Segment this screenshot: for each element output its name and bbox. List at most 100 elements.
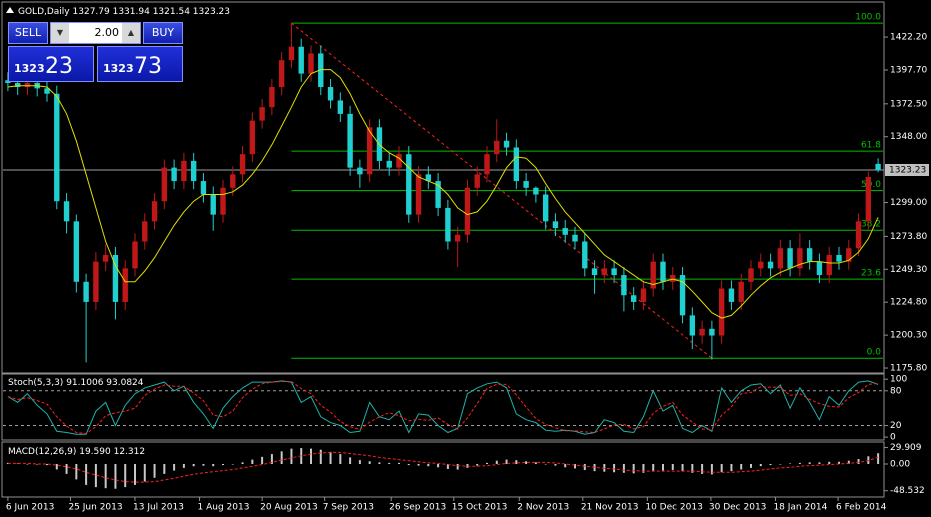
stoch-main-last: 91.1006	[66, 378, 103, 388]
candle-body	[738, 281, 744, 302]
x-tick-label: 2 Nov 2013	[517, 503, 569, 513]
x-tick-label: 10 Dec 2013	[645, 503, 703, 513]
candle-body	[865, 177, 872, 222]
macd-bar	[407, 464, 410, 466]
candle-body	[816, 261, 823, 276]
candle-body	[171, 167, 177, 182]
macd-bar	[838, 461, 840, 464]
y-tick-label: 1175.80	[890, 364, 927, 374]
macd-bar	[388, 462, 391, 464]
macd-bar	[750, 464, 752, 468]
candle-body	[308, 53, 314, 74]
macd-bar	[329, 451, 332, 464]
candle-body	[777, 248, 784, 269]
candle-body	[406, 154, 412, 215]
stoch-name: Stoch(5,3,3)	[8, 378, 63, 388]
y-tick-label: 1200.30	[890, 331, 927, 341]
macd-bar	[75, 464, 78, 480]
symbol: GOLD,Daily	[18, 7, 70, 17]
fib-label: 0.0	[867, 348, 882, 358]
macd-bar	[55, 464, 58, 470]
macd-bar	[710, 464, 713, 475]
lot-field[interactable]: ▼ 2.00 ▲	[50, 22, 141, 44]
sell-button[interactable]: SELL	[8, 22, 48, 44]
macd-header: MACD(12,26,9) 19.590 12.312	[8, 447, 145, 457]
y-tick-label: -48.532	[890, 486, 925, 496]
candle-body	[445, 207, 451, 242]
candle-body	[288, 46, 295, 61]
candle-body	[83, 281, 89, 302]
candle-body	[533, 187, 539, 195]
moving-average	[7, 69, 879, 319]
x-tick-label: 1 Aug 2013	[198, 503, 250, 513]
candle-body	[298, 46, 304, 74]
price-tag-label: 1323.23	[889, 165, 926, 175]
candle-body	[767, 261, 774, 269]
macd-bar	[280, 451, 283, 464]
candle-body	[210, 194, 216, 215]
macd-bar	[779, 464, 782, 465]
macd-bar	[222, 464, 224, 466]
macd-bar	[290, 448, 293, 464]
macd-bar	[231, 464, 234, 465]
candle-body	[630, 295, 637, 302]
stoch-header: Stoch(5,3,3) 91.1006 93.0824	[8, 378, 144, 388]
y-tick-label: 1422.20	[890, 33, 927, 43]
candle-body	[357, 167, 363, 175]
candle-body	[523, 181, 529, 188]
candle-body	[249, 120, 256, 155]
lot-up[interactable]: ▲	[122, 23, 140, 43]
candle-body	[181, 160, 187, 182]
candle-body	[640, 288, 647, 302]
macd-bar	[720, 464, 723, 473]
macd-bar	[505, 459, 508, 464]
fib-label: 50.0	[861, 180, 881, 190]
candle-body	[826, 254, 832, 276]
macd-bar	[427, 464, 430, 467]
candle-body	[132, 241, 138, 269]
candle-body	[758, 261, 764, 269]
bid-price[interactable]: 1323 23	[8, 46, 94, 82]
macd-bar	[534, 462, 537, 464]
candle-body	[63, 201, 70, 222]
candle-body	[318, 53, 324, 88]
macd-bar	[730, 464, 733, 472]
macd-bar	[789, 463, 792, 464]
macd-bar	[104, 464, 107, 489]
macd-bar	[828, 461, 831, 464]
candle-body	[670, 275, 676, 282]
macd-bar	[6, 462, 9, 464]
y-tick-label: 29.909	[890, 443, 922, 453]
stoch-main	[7, 380, 879, 435]
macd-bar	[574, 464, 576, 469]
macd-bar	[495, 460, 498, 464]
candle-body	[728, 288, 735, 302]
lot-value[interactable]: 2.00	[94, 26, 120, 39]
stoch-signal-last: 93.0824	[106, 378, 143, 388]
macd-bar	[358, 460, 361, 464]
candle-body	[239, 154, 246, 175]
candle-body	[699, 328, 705, 336]
candle-body	[846, 248, 852, 262]
ask-price[interactable]: 1323 73	[97, 46, 183, 82]
candle-body	[582, 241, 588, 269]
macd-bar	[808, 462, 811, 464]
buy-button[interactable]: BUY	[143, 22, 183, 44]
candle-body	[269, 87, 275, 108]
macd-bar	[437, 464, 440, 468]
y-tick-label: 80	[890, 386, 902, 396]
macd-bar	[46, 464, 48, 466]
macd-bar	[622, 464, 625, 473]
macd-bar	[192, 464, 195, 467]
macd-bar	[85, 464, 88, 485]
ask-pips: 73	[134, 54, 162, 79]
x-tick-label: 18 Jan 2014	[773, 503, 827, 513]
x-tick-label: 30 Dec 2013	[709, 503, 767, 513]
candle-body	[679, 275, 686, 316]
macd-bar	[368, 461, 371, 464]
macd-bar	[681, 464, 684, 472]
macd-bar	[124, 464, 127, 488]
lot-down[interactable]: ▼	[51, 23, 69, 43]
